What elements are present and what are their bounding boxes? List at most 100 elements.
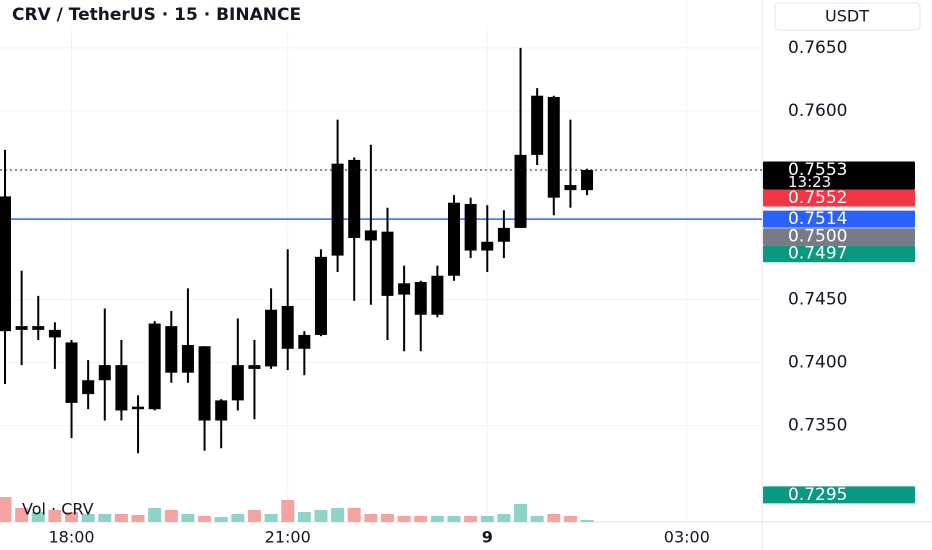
x-tick-label: 18:00 bbox=[48, 528, 94, 547]
price-label-box bbox=[763, 228, 915, 246]
price-label: 0.7552 bbox=[788, 188, 847, 208]
candle-body bbox=[564, 185, 577, 191]
title-backdrop bbox=[0, 0, 515, 30]
candle-body bbox=[82, 380, 95, 395]
y-tick-label: 0.7450 bbox=[788, 290, 847, 310]
price-label: 0.7500 bbox=[788, 227, 847, 247]
price-label-box bbox=[763, 210, 915, 228]
candle-body bbox=[165, 326, 178, 373]
candle-body bbox=[115, 365, 128, 411]
candle-body bbox=[381, 231, 394, 296]
volume-bar bbox=[414, 516, 428, 522]
candle-body bbox=[0, 196, 11, 332]
volume-bar bbox=[447, 516, 461, 522]
volume-bar bbox=[81, 514, 95, 522]
y-tick-label: 0.7650 bbox=[788, 38, 847, 58]
candle-body bbox=[215, 400, 228, 421]
countdown: 13:23 bbox=[788, 173, 831, 191]
candle-body bbox=[231, 365, 244, 401]
volume-bar bbox=[497, 514, 511, 522]
candle-body bbox=[497, 227, 510, 242]
candle-body bbox=[398, 283, 411, 295]
volume-bar bbox=[98, 514, 112, 522]
candle-body bbox=[464, 203, 477, 251]
volume-bar bbox=[65, 512, 79, 522]
volume-bar bbox=[347, 508, 361, 522]
candle-body bbox=[98, 365, 111, 381]
volume-bar bbox=[247, 510, 261, 522]
candle-body bbox=[514, 154, 527, 228]
volume-bar bbox=[514, 504, 528, 522]
marks bbox=[0, 47, 762, 522]
volume-bar bbox=[314, 510, 328, 522]
price-label: 0.7497 bbox=[788, 244, 847, 264]
volume-bar bbox=[380, 514, 394, 522]
candle-body bbox=[15, 326, 28, 330]
volume-bar bbox=[547, 514, 561, 522]
volume-bar bbox=[131, 515, 145, 522]
candle-body bbox=[148, 323, 161, 410]
candle-body bbox=[281, 305, 294, 349]
volume-bar bbox=[530, 516, 544, 522]
currency-label: USDT bbox=[825, 7, 869, 26]
price-label: 0.7295 bbox=[788, 485, 847, 505]
volume-bar bbox=[397, 516, 411, 522]
volume-bar bbox=[164, 510, 178, 522]
volume-label: Vol · CRV bbox=[22, 500, 94, 519]
candle-body bbox=[364, 230, 377, 241]
volume-bar bbox=[0, 497, 12, 522]
volume-bar bbox=[281, 500, 295, 522]
volume-bar bbox=[563, 516, 577, 522]
y-tick-label: 0.7400 bbox=[788, 353, 847, 373]
volume-bar bbox=[480, 516, 494, 522]
price-label-box bbox=[763, 486, 915, 504]
volume-bar bbox=[15, 508, 29, 522]
price-label: 0.7514 bbox=[788, 209, 847, 229]
price-label: 0.7553 bbox=[788, 160, 847, 180]
candle-body bbox=[348, 159, 361, 238]
y-tick-label: 0.7350 bbox=[788, 416, 847, 436]
price-label-box bbox=[763, 189, 915, 207]
volume-bar bbox=[580, 520, 594, 522]
candle-body bbox=[132, 406, 145, 410]
candle-body bbox=[547, 96, 560, 198]
x-tick-label: 9 bbox=[482, 528, 493, 547]
candle-body bbox=[65, 342, 78, 403]
volume-bar bbox=[331, 508, 345, 522]
y-tick-label: 0.7600 bbox=[788, 101, 847, 121]
x-tick-label: 21:00 bbox=[265, 528, 311, 547]
currency-button[interactable] bbox=[774, 2, 921, 31]
candle-body bbox=[32, 326, 45, 330]
candle-body bbox=[431, 275, 444, 315]
volume-bar bbox=[464, 516, 478, 522]
candle-body bbox=[181, 344, 194, 373]
volume-bar bbox=[231, 514, 245, 522]
volume-bar bbox=[364, 514, 378, 522]
candle-body bbox=[48, 329, 61, 338]
price-label-box bbox=[763, 245, 915, 263]
candle-body bbox=[531, 95, 544, 155]
candle-body bbox=[298, 334, 311, 349]
volume-bar bbox=[198, 516, 212, 522]
candle-body bbox=[448, 202, 461, 276]
x-tick-label: 03:00 bbox=[664, 528, 710, 547]
candle-body bbox=[481, 241, 494, 251]
volume-bar bbox=[148, 508, 162, 522]
volume-bar bbox=[264, 514, 278, 522]
chart-title: CRV / TetherUS · 15 · BINANCE bbox=[12, 5, 301, 25]
volume-bar bbox=[48, 510, 62, 522]
candle-body bbox=[581, 169, 594, 191]
candle-body bbox=[314, 256, 327, 335]
volume-bar bbox=[297, 512, 311, 522]
candle-body bbox=[331, 163, 344, 256]
labels: 0.7650 0.7600 0.7450 0.7400 0.7350 18:00 21:00… bbox=[48, 38, 915, 547]
volume-bar bbox=[181, 514, 195, 522]
volume-bar bbox=[214, 517, 228, 522]
candle-body bbox=[248, 365, 261, 369]
price-label-box bbox=[763, 161, 915, 190]
candle-body bbox=[198, 346, 211, 421]
volume-bar bbox=[31, 512, 45, 522]
volume-bar bbox=[430, 516, 444, 522]
